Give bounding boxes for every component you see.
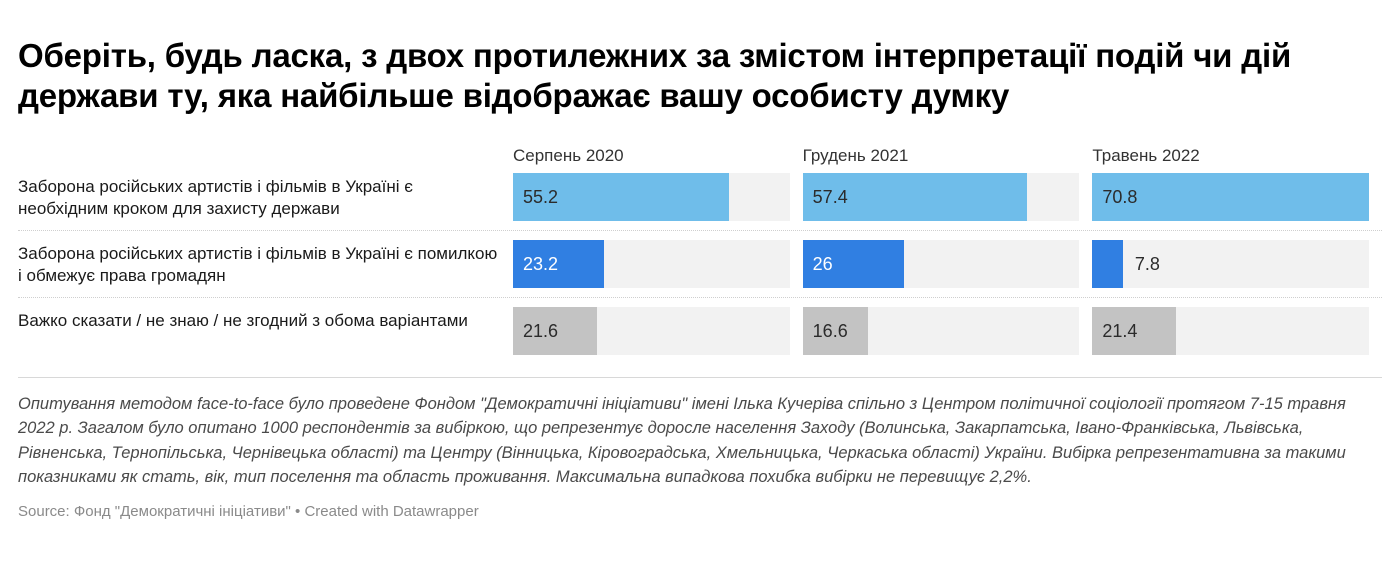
bar-fill (513, 173, 729, 222)
bar-value-label: 57.4 (812, 187, 848, 208)
bar-track: 26 (802, 240, 1080, 289)
bar-value-label: 70.8 (1102, 187, 1138, 208)
row-label-ban-mistake: Заборона російських артистів і фільмів в… (18, 244, 498, 286)
bar-track: 21.4 (1092, 306, 1370, 355)
chart-page: Оберіть, будь ласка, з двох протилежних … (0, 22, 1400, 567)
bar-track: 23.2 (513, 240, 790, 289)
bar-value-label: 16.6 (812, 320, 848, 341)
bar-cell: 70.8 (1092, 164, 1382, 230)
bar-fill (513, 240, 604, 289)
bar-fill (1092, 173, 1370, 222)
bar-fill (513, 306, 598, 355)
bar-value-label: 21.6 (523, 320, 559, 341)
bar-value-label: 55.2 (523, 187, 559, 208)
bar-cell: 55.2 (513, 164, 803, 230)
bar-cell: 21.4 (1092, 298, 1382, 363)
bar-cell: 26 (802, 231, 1093, 297)
bar-cell: 16.6 (802, 298, 1093, 363)
page-title: Оберіть, будь ласка, з двох протилежних … (18, 37, 1292, 115)
column-header-row: Серпень 2020 Грудень 2021 Травень 2022 (18, 138, 1382, 164)
bar-fill (1092, 240, 1123, 289)
bar-value-label: 26 (812, 254, 833, 275)
bar-value-label: 7.8 (1134, 254, 1160, 275)
bar-value-label: 23.2 (523, 254, 559, 275)
row-label-ban-necessary: Заборона російських артистів і фільмів в… (18, 177, 413, 219)
column-header-august-2020: Серпень 2020 (513, 146, 624, 166)
bar-value-label: 21.4 (1102, 320, 1138, 341)
bar-fill (802, 173, 1027, 222)
footer-divider (18, 377, 1382, 379)
bar-fill (802, 306, 868, 355)
source-line: Source: Фонд "Демократичні ініціативи" •… (18, 503, 479, 521)
bar-chart-grid: Серпень 2020 Грудень 2021 Травень 2022 З… (18, 138, 1382, 363)
bar-cell: 57.4 (802, 164, 1093, 230)
bar-track: 57.4 (802, 173, 1080, 222)
row-label-hard-to-say: Важко сказати / не знаю / не згодний з о… (18, 311, 468, 331)
bar-track: 21.6 (513, 306, 790, 355)
methodology-note: Опитування методом face-to-face було про… (18, 395, 1346, 486)
table-row: Важко сказати / не знаю / не згодний з о… (18, 297, 1382, 363)
bar-cell: 21.6 (513, 298, 803, 363)
table-row: Заборона російських артистів і фільмів в… (18, 230, 1382, 297)
bar-cell: 23.2 (513, 231, 803, 297)
bar-track: 70.8 (1092, 173, 1370, 222)
bar-fill (802, 240, 905, 289)
chart-footer: Опитування методом face-to-face було про… (18, 377, 1382, 521)
bar-track: 55.2 (513, 173, 790, 222)
bar-track: 16.6 (802, 306, 1080, 355)
column-header-may-2022: Травень 2022 (1092, 146, 1200, 166)
bar-track: 7.8 (1092, 240, 1370, 289)
bar-cell: 7.8 (1092, 231, 1382, 297)
bar-fill (1092, 306, 1176, 355)
column-header-december-2021: Грудень 2021 (802, 146, 909, 166)
table-row: Заборона російських артистів і фільмів в… (18, 164, 1382, 230)
